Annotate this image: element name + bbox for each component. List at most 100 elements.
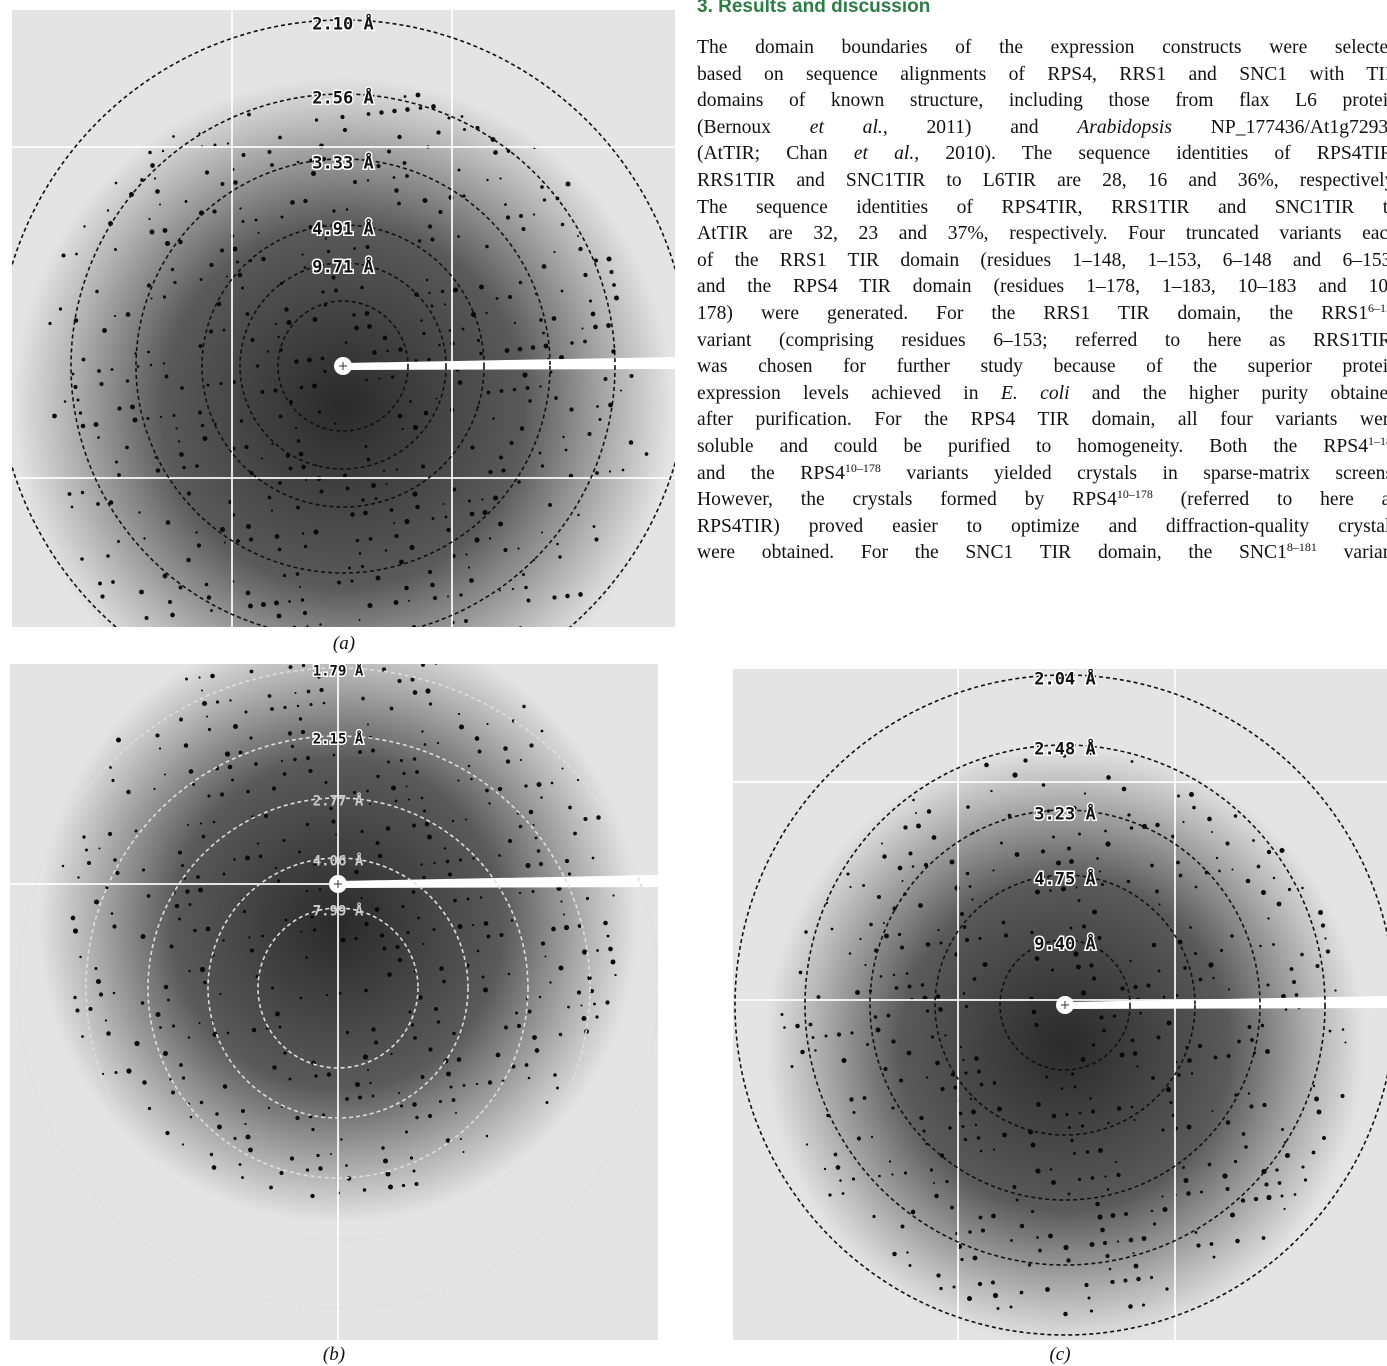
diffraction-spot [372, 350, 377, 355]
diffraction-spot [962, 1059, 964, 1061]
diffraction-spot [926, 1076, 928, 1078]
diffraction-spot [98, 582, 102, 586]
diffraction-spot [948, 1126, 952, 1130]
superscript: 10–178 [845, 461, 881, 475]
text-line: after purification. For the RPS4 TIR dom… [697, 407, 1387, 434]
diffraction-spot [1312, 1151, 1316, 1155]
diffraction-spot [973, 977, 977, 981]
diffraction-spot [309, 703, 312, 706]
diffraction-spot [106, 1031, 110, 1035]
diffraction-spot [839, 1179, 842, 1182]
diffraction-spot [1070, 1139, 1073, 1142]
diffraction-spot [846, 872, 849, 875]
diffraction-spot [891, 1106, 894, 1109]
diffraction-spot [150, 364, 153, 367]
diffraction-spot [1189, 792, 1194, 797]
diffraction-spot [96, 979, 101, 984]
diffraction-spot [977, 1136, 981, 1140]
diffraction-spot [359, 552, 362, 555]
diffraction-spot [537, 782, 542, 787]
diffraction-spot [387, 149, 391, 153]
diffraction-spot [568, 806, 572, 810]
diffraction-spot [900, 945, 904, 949]
diffraction-spot [1198, 1044, 1202, 1048]
diffraction-spot [299, 452, 304, 457]
diffraction-spot [1004, 933, 1008, 937]
diffraction-spot [212, 209, 216, 213]
diffraction-spot [463, 128, 466, 131]
diffraction-spot [166, 520, 171, 525]
diffraction-spot [622, 469, 625, 472]
diffraction-spot [513, 388, 517, 392]
diffraction-spot [1153, 1222, 1156, 1225]
diffraction-spot [1241, 1198, 1245, 1202]
diffraction-spot [306, 890, 308, 892]
diffraction-spot [880, 975, 883, 978]
diffraction-spot [975, 1124, 977, 1126]
diffraction-spot [926, 1009, 929, 1012]
diffraction-spot [522, 372, 527, 377]
diffraction-spot [126, 1068, 131, 1073]
diffraction-spot [837, 1032, 841, 1036]
diffraction-spot [532, 824, 534, 826]
diffraction-spot [608, 947, 613, 952]
text: variant (comprising residues 6–153; refe… [697, 330, 1387, 351]
diffraction-spot [960, 912, 964, 916]
diffraction-spot [783, 1026, 786, 1029]
diffraction-spot [1340, 1094, 1344, 1098]
diffraction-spot [422, 943, 424, 945]
diffraction-spot [171, 268, 174, 271]
ring-label: 3.23 Å [1034, 801, 1095, 824]
diffraction-spot [239, 207, 241, 209]
ring-label: 7.99 Å [313, 903, 364, 920]
diffraction-spot [374, 1040, 378, 1044]
diffraction-spot [564, 925, 569, 930]
diffraction-spot [552, 316, 557, 321]
diffraction-spot [573, 832, 577, 836]
text: RPS4TIR) proved easier to optimize and d… [697, 516, 1387, 537]
diffraction-spot [297, 161, 299, 163]
diffraction-spot [809, 1023, 813, 1027]
diffraction-spot [478, 750, 482, 754]
diffraction-image: 2.04 Å2.48 Å3.23 Å4.75 Å9.40 Å [733, 669, 1387, 1340]
diffraction-spot [511, 919, 513, 921]
diffraction-spot [558, 555, 561, 558]
diffraction-spot [189, 903, 192, 906]
diffraction-spot [154, 177, 156, 179]
diffraction-spot [439, 1100, 442, 1103]
diffraction-spot [800, 1050, 804, 1054]
diffraction-spot [246, 524, 251, 529]
diffraction-spot [487, 391, 491, 395]
diffraction-spot [77, 399, 80, 402]
text-line: RPS4TIR) proved easier to optimize and d… [697, 514, 1387, 541]
diffraction-spot [155, 733, 159, 737]
diffraction-spot [498, 854, 501, 857]
diffraction-spot [72, 373, 75, 376]
diffraction-spot [402, 1184, 405, 1187]
diffraction-spot [569, 407, 573, 411]
diffraction-spot [950, 1206, 954, 1210]
diffraction-spot [1182, 821, 1184, 823]
diffraction-spot [405, 107, 410, 112]
diffraction-spot [1091, 1109, 1095, 1113]
diffraction-spot [388, 1184, 393, 1189]
diffraction-spot [1146, 983, 1150, 987]
diffraction-spot [369, 1082, 371, 1084]
diffraction-spot [645, 452, 649, 456]
diffraction-spot [327, 250, 330, 253]
diffraction-spot [556, 1087, 559, 1090]
diffraction-spot [200, 967, 205, 972]
diffraction-spot [318, 410, 321, 413]
diffraction-spot [163, 228, 168, 233]
diffraction-spot [115, 871, 119, 875]
diffraction-spot [346, 487, 350, 491]
diffraction-spot [402, 772, 405, 775]
diffraction-spot [126, 379, 129, 382]
diffraction-spot [138, 511, 140, 513]
diffraction-spot [286, 320, 291, 325]
diffraction-spot [1304, 1178, 1307, 1181]
diffraction-spot [241, 1109, 245, 1113]
diffraction-spot [295, 1116, 299, 1120]
diffraction-spot [116, 737, 121, 742]
diffraction-spot [614, 974, 616, 976]
